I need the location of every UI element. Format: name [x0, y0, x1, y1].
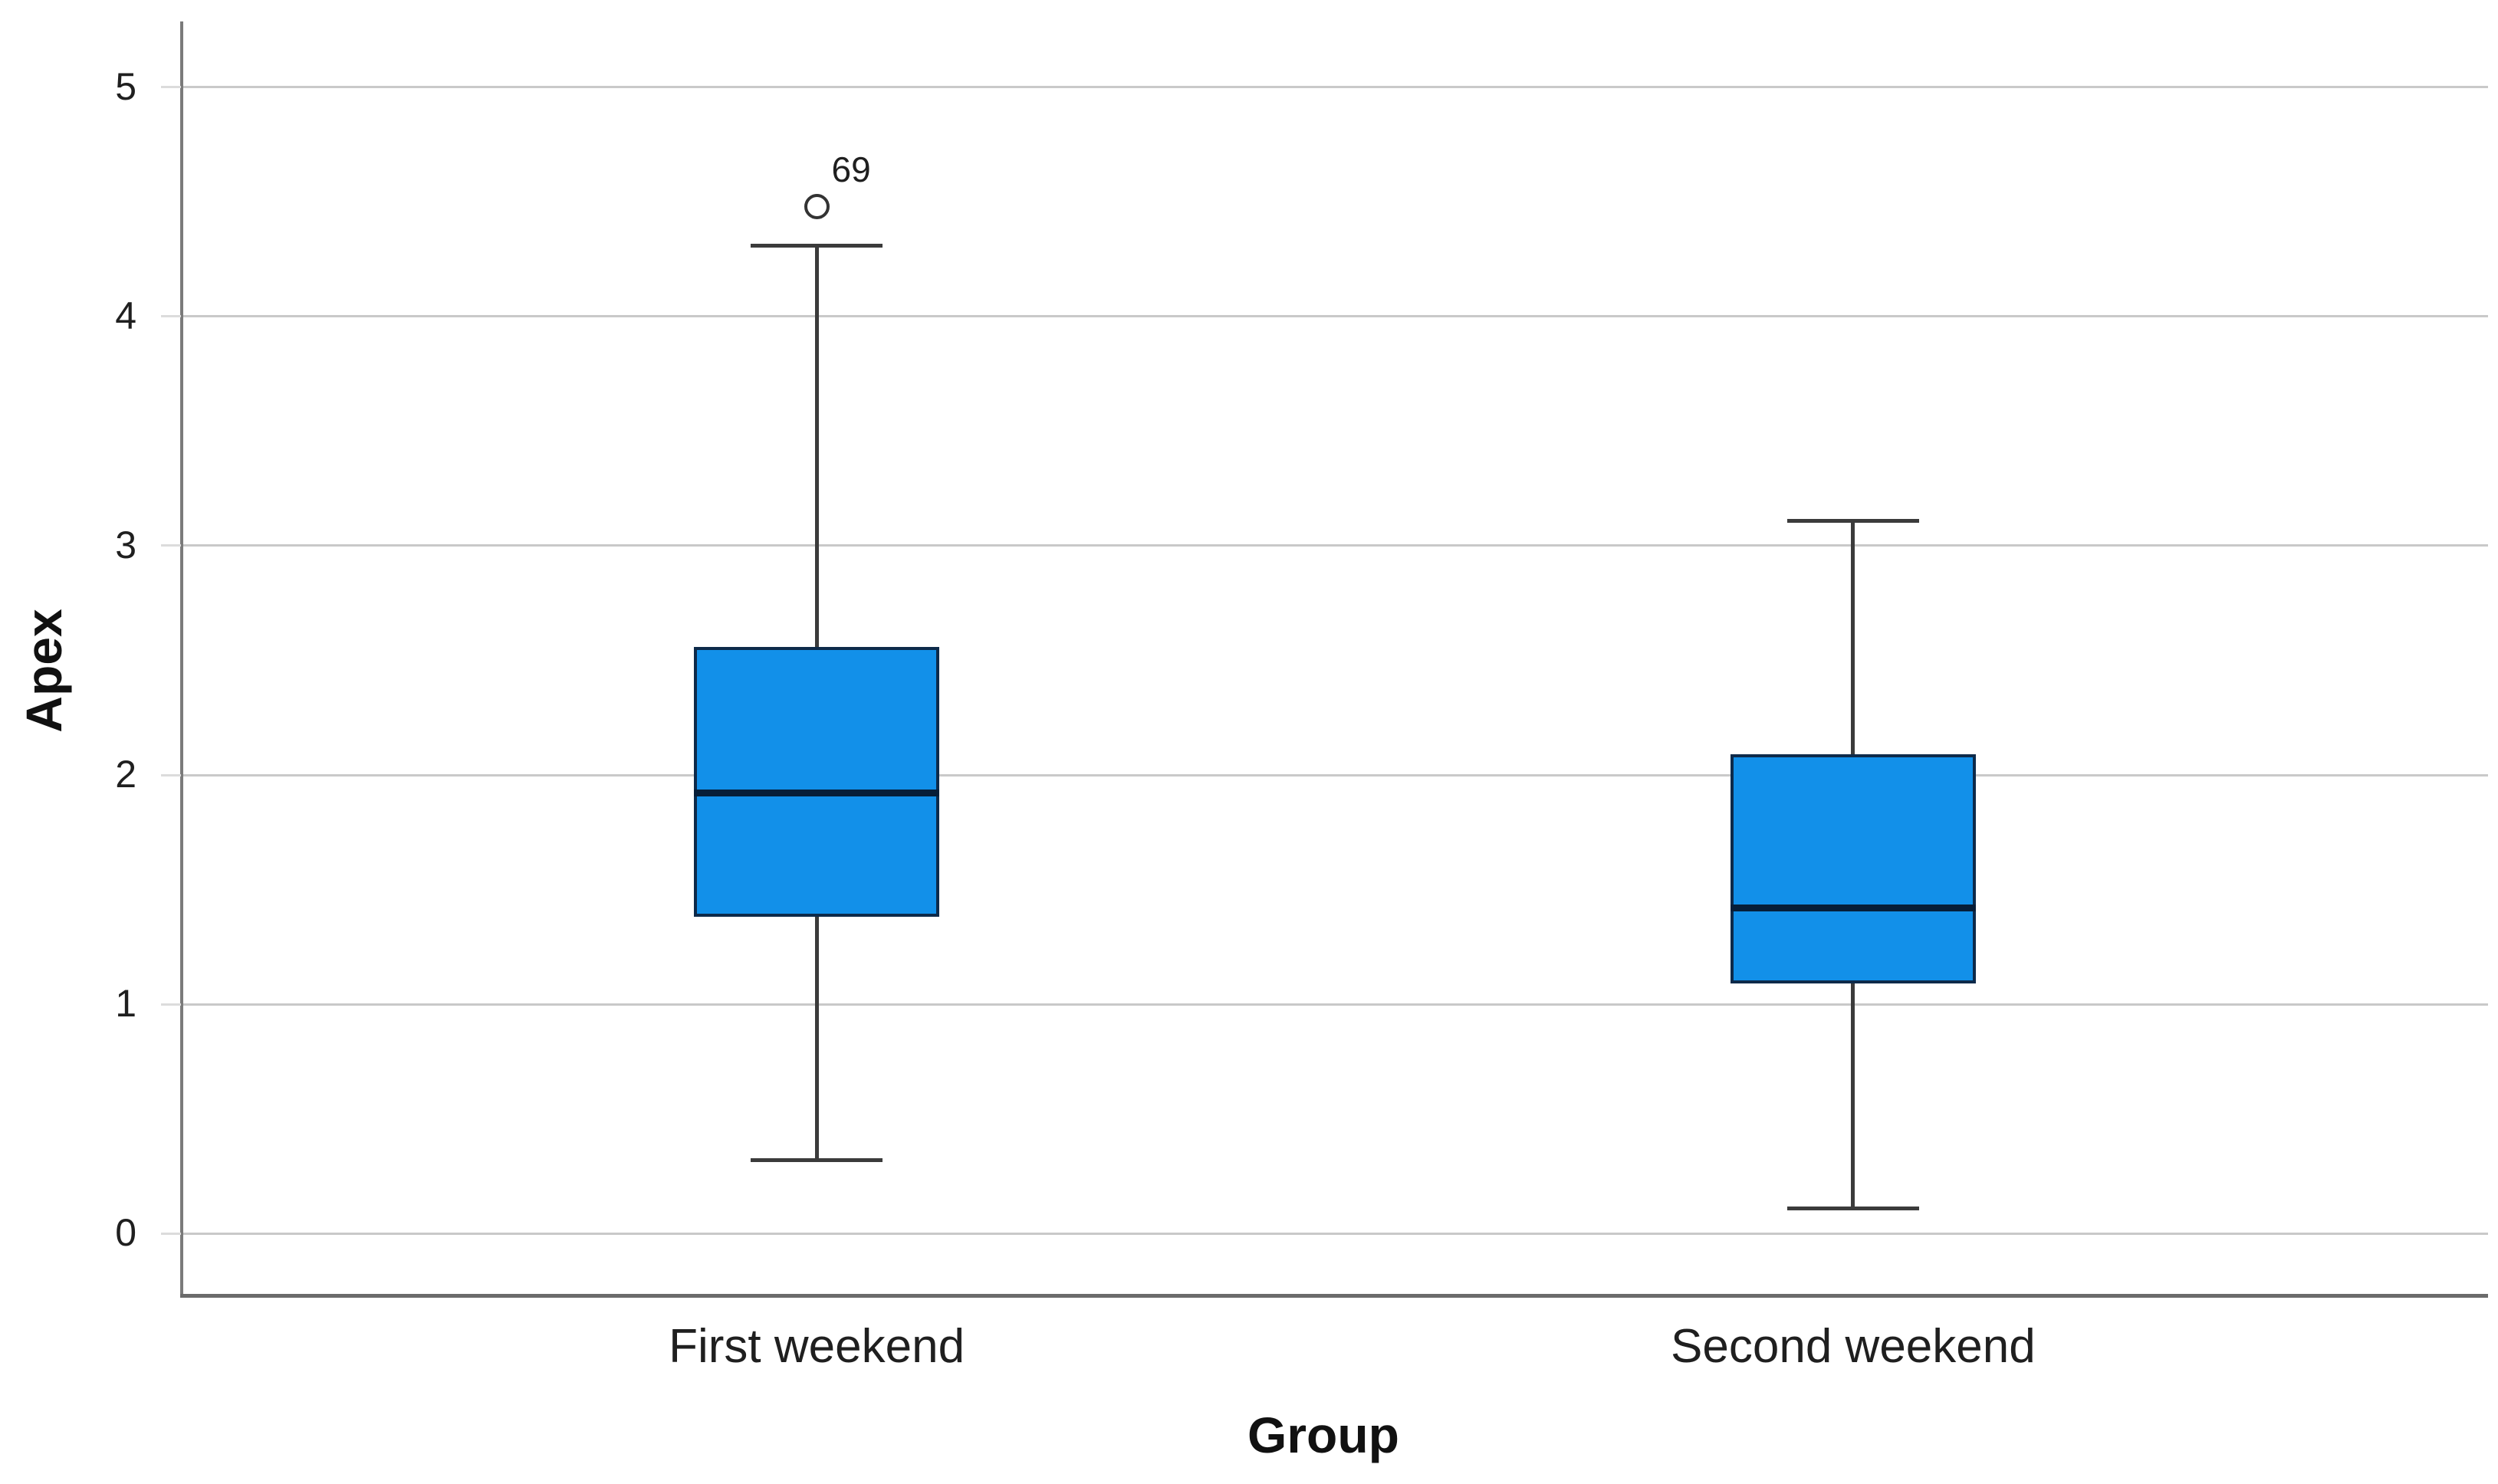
y-tick-label-4: 4 [115, 294, 136, 337]
y-tickmark-0 [161, 1232, 181, 1235]
gridline-y5 [183, 86, 2488, 89]
x-axis-title: Group [1247, 1407, 1399, 1463]
gridline-y2 [183, 773, 2488, 776]
y-tickmark-2 [161, 773, 181, 776]
y-tickmark-5 [161, 86, 181, 89]
y-tick-label-0: 0 [115, 1211, 136, 1255]
median-line [694, 790, 940, 797]
outlier-circle [804, 193, 830, 219]
box-iqr [694, 646, 940, 918]
box-iqr [1730, 754, 1976, 984]
gridline-y4 [183, 315, 2488, 318]
y-tick-label-2: 2 [115, 753, 136, 796]
y-tickmark-4 [161, 315, 181, 318]
category-label-1: First weekend [669, 1320, 965, 1373]
gridline-y3 [183, 544, 2488, 547]
y-axis-line [180, 21, 183, 1298]
gridline-y0 [183, 1232, 2488, 1235]
y-tick-label-5: 5 [115, 64, 136, 108]
y-tickmark-1 [161, 1003, 181, 1006]
gridline-y1 [183, 1003, 2488, 1006]
median-line [1730, 905, 1976, 912]
whisker-cap-top [751, 243, 883, 248]
y-tickmark-3 [161, 544, 181, 547]
x-axis-line [180, 1294, 2488, 1298]
category-label-2: Second weekend [1671, 1320, 2036, 1373]
y-tick-label-1: 1 [115, 982, 136, 1026]
whisker-cap-bottom [1786, 1206, 1919, 1210]
y-axis-title: Apex [15, 609, 72, 733]
outlier-label: 69 [831, 149, 871, 190]
whisker-cap-bottom [751, 1158, 883, 1163]
whisker-cap-top [1786, 518, 1919, 523]
y-tick-label-3: 3 [115, 523, 136, 566]
